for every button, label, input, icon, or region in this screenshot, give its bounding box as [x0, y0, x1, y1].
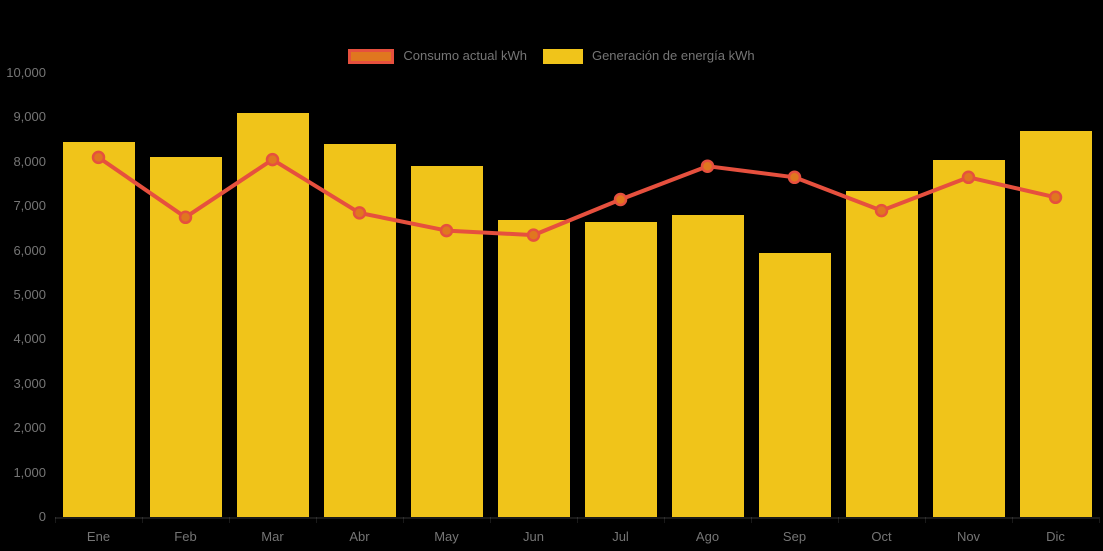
legend-item-consumo-actual[interactable]: Consumo actual kWh [348, 48, 527, 64]
y-axis-tick-label: 2,000 [13, 420, 46, 436]
x-axis-tick-mark [751, 517, 752, 523]
x-axis-tick-mark [490, 517, 491, 523]
x-axis-tick-mark [403, 517, 404, 523]
x-axis-label-may: May [434, 529, 459, 544]
x-axis-tick-mark [1099, 517, 1100, 523]
x-axis-tick-mark [925, 517, 926, 523]
y-axis-tick-label: 6,000 [13, 242, 46, 258]
x-axis-line [55, 517, 1099, 519]
x-axis-tick-mark [577, 517, 578, 523]
bar-may [410, 166, 483, 517]
y-axis-tick-label: 10,000 [6, 65, 46, 80]
x-axis-tick-mark [229, 517, 230, 523]
data-point-sep [787, 170, 802, 185]
chart-legend: Consumo actual kWh Generación de energía… [0, 48, 1103, 64]
y-axis-tick-label: 7,000 [13, 198, 46, 214]
x-axis-tick-mark [316, 517, 317, 523]
legend-label-generacion: Generación de energía kWh [591, 48, 755, 63]
x-axis-tick-mark [664, 517, 665, 523]
x-axis-label-nov: Nov [956, 529, 981, 544]
legend-swatch-generacion-icon [542, 48, 583, 64]
bar-dic [1019, 130, 1092, 517]
x-axis-label-abr: Abr [349, 529, 370, 544]
bar-sep [758, 252, 831, 517]
x-axis-label-ene: Ene [86, 529, 111, 544]
x-axis-label-mar: Mar [261, 529, 284, 544]
bar-nov [932, 159, 1005, 517]
y-axis-tick-label: 8,000 [13, 153, 46, 169]
y-axis-tick-label: 9,000 [13, 109, 46, 125]
x-axis-label-oct: Oct [871, 529, 892, 544]
x-axis-label-jul: Jul [612, 529, 629, 544]
x-axis-label-feb: Feb [174, 529, 197, 544]
bar-feb [149, 157, 222, 517]
y-axis-tick-label: 4,000 [13, 331, 46, 347]
bar-jul [584, 221, 657, 517]
legend-swatch-consumo-icon [348, 48, 395, 64]
y-axis-tick-label: 1,000 [13, 464, 46, 480]
x-axis-tick-mark [55, 517, 56, 523]
x-axis-label-sep: Sep [782, 529, 807, 544]
x-axis-tick-mark [1012, 517, 1013, 523]
y-axis-tick-label: 3,000 [13, 375, 46, 391]
x-axis-tick-mark [142, 517, 143, 523]
x-axis-label-ago: Ago [695, 529, 720, 544]
x-axis-tick-mark [838, 517, 839, 523]
bar-ago [671, 215, 744, 517]
legend-label-consumo: Consumo actual kWh [403, 48, 527, 63]
data-point-ago [700, 159, 715, 173]
x-axis-label-dic: Dic [1046, 529, 1065, 544]
bar-mar [236, 112, 309, 517]
x-axis-label-jun: Jun [523, 529, 544, 544]
bar-ene [62, 141, 135, 517]
y-axis-tick-label: 0 [38, 509, 46, 524]
legend-item-generacion-energia[interactable]: Generación de energía kWh [542, 48, 755, 64]
bar-abr [323, 144, 396, 517]
y-axis-tick-label: 5,000 [13, 287, 46, 302]
bar-oct [845, 190, 918, 517]
data-point-jul [613, 192, 628, 207]
bar-jun [497, 219, 570, 517]
